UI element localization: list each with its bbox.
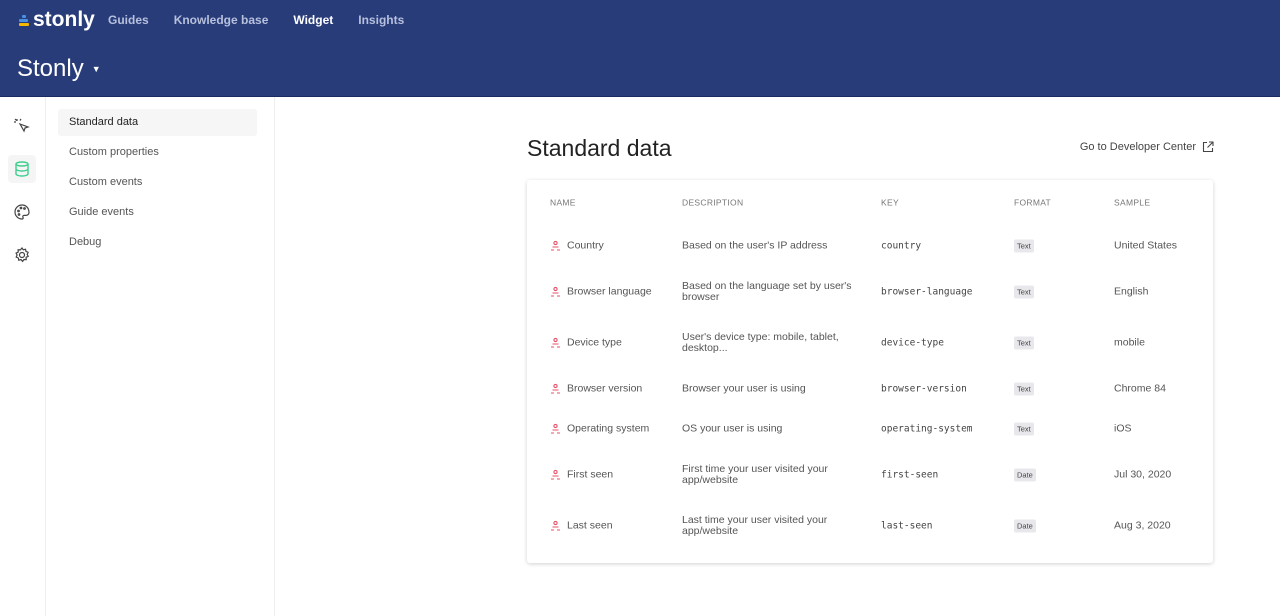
- main-nav: Guides Knowledge base Widget Insights: [108, 13, 404, 27]
- row-sample: mobile: [1114, 336, 1145, 349]
- row-key: browser-language: [881, 286, 973, 298]
- table-row[interactable]: Browser version Browser your user is usin…: [527, 369, 1213, 409]
- name-cell: Last seen: [550, 519, 613, 532]
- sub-menu: Standard data Custom properties Custom e…: [46, 97, 275, 616]
- row-key: first-seen: [881, 469, 939, 481]
- table-row[interactable]: Device type User's device type: mobile, t…: [527, 323, 1213, 363]
- cursor-click-icon: [14, 118, 30, 133]
- gear-icon: [15, 247, 30, 263]
- name-cell: Operating system: [550, 422, 650, 435]
- row-description: Last time your user visited your app/web…: [682, 514, 828, 537]
- nav-widget[interactable]: Widget: [293, 13, 334, 27]
- standard-data-table: NAME DESCRIPTION KEY FORMAT SAMPLE Count…: [527, 180, 1213, 563]
- row-sample: United States: [1114, 239, 1178, 252]
- name-cell: Country: [550, 239, 604, 252]
- row-description: OS your user is using: [682, 422, 783, 435]
- row-sample: iOS: [1114, 422, 1132, 435]
- nav-knowledge-base[interactable]: Knowledge base: [173, 13, 269, 27]
- table-row[interactable]: Browser language Based on the language se…: [527, 272, 1213, 312]
- page-title: Standard data: [527, 135, 672, 161]
- submenu-custom-events[interactable]: Custom events: [69, 176, 143, 188]
- row-sample: Aug 3, 2020: [1114, 519, 1171, 532]
- row-key: operating-system: [881, 423, 973, 435]
- rail-settings[interactable]: [8, 241, 36, 269]
- rail-targeting[interactable]: [8, 112, 36, 140]
- logo-text: stonly: [33, 8, 95, 31]
- header-description: DESCRIPTION: [682, 197, 744, 208]
- header-format: FORMAT: [1014, 197, 1052, 208]
- name-cell: First seen: [550, 468, 614, 481]
- submenu-custom-properties[interactable]: Custom properties: [69, 146, 159, 158]
- format-badge: Text: [1014, 336, 1034, 350]
- row-key: country: [881, 240, 922, 252]
- database-icon: [15, 161, 29, 177]
- table-header: NAME DESCRIPTION KEY FORMAT SAMPLE: [527, 192, 1213, 214]
- nav-insights[interactable]: Insights: [358, 13, 405, 27]
- developer-center-label: Go to Developer Center: [1079, 141, 1196, 153]
- caret-down-icon: ▼: [91, 64, 101, 74]
- header-key: KEY: [881, 197, 899, 208]
- logo-mark-icon: [19, 14, 29, 26]
- developer-center-link[interactable]: Go to Developer Center: [1080, 141, 1214, 153]
- submenu-standard-data[interactable]: Standard data: [58, 109, 257, 136]
- row-description: Based on the user's IP address: [682, 239, 828, 252]
- org-name: Stonly: [17, 55, 84, 82]
- user-attribute-icon: [551, 423, 560, 434]
- format-badge: Date: [1014, 519, 1036, 533]
- format-badge: Text: [1014, 285, 1034, 299]
- palette-icon: [14, 204, 30, 220]
- org-selector[interactable]: Stonly ▼: [17, 55, 101, 83]
- table-row[interactable]: Last seen Last time your user visited you…: [527, 506, 1213, 546]
- row-description: First time your user visited your app/we…: [682, 463, 828, 486]
- name-cell: Device type: [550, 336, 622, 349]
- row-name: Last seen: [567, 519, 613, 532]
- nav-guides[interactable]: Guides: [108, 13, 149, 27]
- rail-data[interactable]: [8, 155, 36, 183]
- row-name: Country: [567, 239, 604, 252]
- user-attribute-icon: [551, 469, 560, 480]
- table-row[interactable]: Operating system OS your user is using ope…: [527, 409, 1213, 449]
- submenu-debug[interactable]: Debug: [69, 236, 102, 248]
- table-row[interactable]: Country Based on the user's IP address cou…: [527, 226, 1213, 266]
- logo[interactable]: stonly: [19, 8, 95, 32]
- row-key: device-type: [881, 337, 944, 349]
- row-description: Based on the language set by user's brow…: [682, 280, 852, 303]
- header-name: NAME: [550, 197, 576, 208]
- table-row[interactable]: First seen First time your user visited y…: [527, 455, 1213, 495]
- user-attribute-icon: [551, 337, 560, 348]
- row-name: Operating system: [567, 422, 650, 435]
- user-attribute-icon: [551, 383, 560, 394]
- row-description: Browser your user is using: [682, 382, 806, 395]
- name-cell: Browser version: [550, 382, 643, 395]
- rail-appearance[interactable]: [8, 198, 36, 226]
- submenu-guide-events[interactable]: Guide events: [69, 206, 134, 218]
- external-link-icon: [1202, 141, 1214, 153]
- format-badge: Date: [1014, 468, 1036, 482]
- format-badge: Text: [1014, 382, 1034, 396]
- user-attribute-icon: [551, 240, 560, 251]
- row-name: Device type: [567, 336, 622, 349]
- row-name: Browser version: [567, 382, 643, 395]
- row-name: First seen: [567, 468, 614, 481]
- row-sample: Jul 30, 2020: [1114, 468, 1172, 481]
- user-attribute-icon: [551, 520, 560, 531]
- row-name: Browser language: [567, 285, 652, 298]
- row-sample: English: [1114, 285, 1149, 298]
- user-attribute-icon: [551, 286, 560, 297]
- row-description: User's device type: mobile, tablet, desk…: [682, 331, 839, 354]
- row-key: last-seen: [881, 520, 933, 532]
- row-sample: Chrome 84: [1114, 382, 1166, 395]
- name-cell: Browser language: [550, 285, 652, 298]
- row-key: browser-version: [881, 383, 967, 395]
- top-bar: stonly Guides Knowledge base Widget Insi…: [0, 0, 1280, 97]
- icon-rail: [0, 97, 46, 616]
- format-badge: Text: [1014, 422, 1034, 436]
- header-sample: SAMPLE: [1114, 197, 1151, 208]
- format-badge: Text: [1014, 239, 1034, 253]
